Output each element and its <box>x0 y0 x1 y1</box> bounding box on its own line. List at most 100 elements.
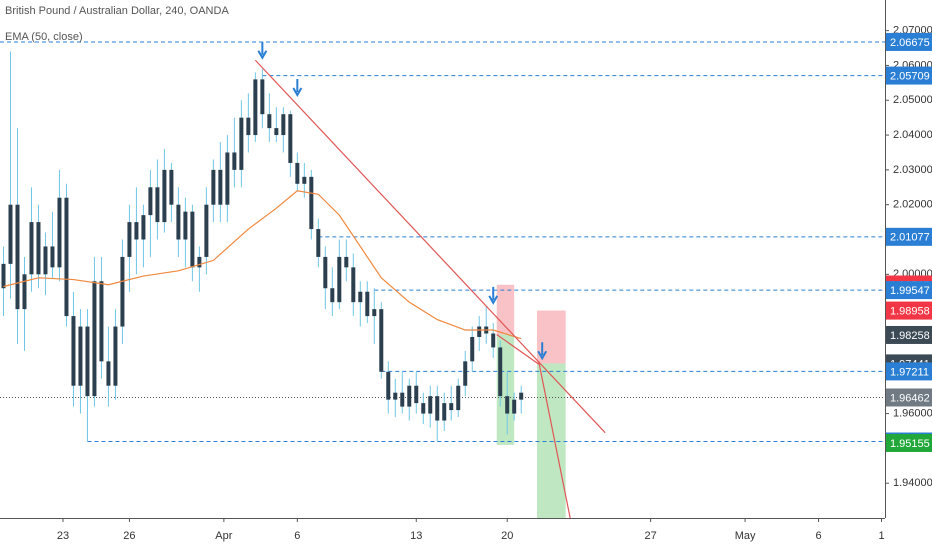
x-tick-label: 6 <box>815 530 821 542</box>
candle-body <box>141 215 146 240</box>
price-badge <box>886 66 932 85</box>
candle-body <box>218 169 223 205</box>
candle-body <box>43 246 48 275</box>
chart-title: British Pound / Australian Dollar, 240, … <box>5 5 229 17</box>
candle-body <box>197 256 202 268</box>
ema-line <box>3 190 522 340</box>
candle-body <box>435 396 440 421</box>
candle-body <box>204 204 209 257</box>
candle-body <box>295 162 300 184</box>
candle-body <box>162 169 167 223</box>
candle-body <box>246 117 251 136</box>
x-tick-label: 23 <box>57 530 69 542</box>
candle-body <box>211 169 216 205</box>
candle-body <box>491 333 496 348</box>
candle-body <box>106 361 111 386</box>
candle-body <box>470 336 475 362</box>
price-badge <box>886 388 932 407</box>
x-tick-label: 13 <box>410 530 422 542</box>
price-badge <box>886 325 932 344</box>
candle-body <box>85 326 90 397</box>
candle-body <box>302 176 307 184</box>
price-badge-label: 2.06675 <box>890 37 930 49</box>
y-tick-label: 2.03000 <box>893 164 932 176</box>
y-tick-label: 2.07000 <box>893 25 932 37</box>
candle-body <box>134 222 139 240</box>
candle-body <box>421 403 426 414</box>
price-badge <box>886 301 932 320</box>
arrow <box>257 41 268 60</box>
candle-body <box>8 204 13 264</box>
trend-line <box>496 334 540 365</box>
x-tick-label: 26 <box>123 530 135 542</box>
x-tick-label: 6 <box>294 530 300 542</box>
candle-body <box>36 222 41 275</box>
x-tick-label: 20 <box>501 530 513 542</box>
candle-body <box>456 385 461 411</box>
candle-body <box>64 197 69 317</box>
x-tick-label: Apr <box>215 530 232 542</box>
price-badge-label: 2.05709 <box>890 70 930 82</box>
y-tick-label: 2.05000 <box>893 94 932 106</box>
candle-body <box>15 204 20 310</box>
candle-body <box>281 114 286 136</box>
candle-body <box>344 256 349 268</box>
candle-body <box>190 211 195 268</box>
candle-body <box>323 256 328 289</box>
candle-body <box>239 117 244 170</box>
price-badge <box>886 281 932 300</box>
candle-body <box>176 204 181 240</box>
candle-body <box>365 291 370 317</box>
arrow <box>292 79 303 98</box>
candle-body <box>267 114 272 129</box>
candle-body <box>22 274 27 310</box>
candle-body <box>148 187 153 216</box>
candle-body <box>1 263 6 289</box>
indicator-label: EMA (50, close) <box>5 31 83 43</box>
candle-body <box>288 114 293 163</box>
price-badge <box>886 227 932 246</box>
candle-body <box>113 326 118 386</box>
price-badge <box>886 32 932 51</box>
candle-body <box>316 229 321 257</box>
y-tick-label: 2.04000 <box>893 129 932 141</box>
price-badge-label: 1.96462 <box>890 392 930 404</box>
candle-body <box>330 288 335 303</box>
x-tick-label: May <box>735 530 756 542</box>
candle-body <box>428 396 433 414</box>
trend-line <box>538 361 571 518</box>
candle-body <box>463 361 468 386</box>
price-badge <box>886 433 932 452</box>
x-tick-label: 1 <box>878 530 884 542</box>
candle-body <box>71 316 76 386</box>
candle-body <box>127 222 132 257</box>
candle-body <box>260 79 265 115</box>
price-badge-label: 2.01077 <box>890 232 930 244</box>
candle-body <box>78 326 83 386</box>
candle-body <box>169 169 174 205</box>
arrow <box>537 342 548 361</box>
candle-body <box>512 399 517 414</box>
candle-body <box>358 291 363 303</box>
candle-body <box>29 222 34 275</box>
price-badge-label: 1.97211 <box>890 366 929 378</box>
candle-body <box>442 403 447 421</box>
y-tick-label: 1.96000 <box>893 407 932 419</box>
candle-body <box>183 211 188 240</box>
y-tick-label: 2.02000 <box>893 199 932 211</box>
candle-body <box>92 281 97 397</box>
candle-body <box>519 392 524 400</box>
position-box <box>536 363 566 518</box>
candle-body <box>449 403 454 411</box>
price-badge <box>886 362 932 381</box>
plot-area <box>0 41 885 518</box>
candle-body <box>400 392 405 407</box>
candle-body <box>498 347 503 397</box>
arrow <box>488 286 499 305</box>
candle-body <box>50 246 55 268</box>
y-tick-label: 1.94000 <box>893 477 932 489</box>
candle-body <box>372 309 377 317</box>
candle-body <box>414 385 419 404</box>
candle-body <box>379 309 384 372</box>
